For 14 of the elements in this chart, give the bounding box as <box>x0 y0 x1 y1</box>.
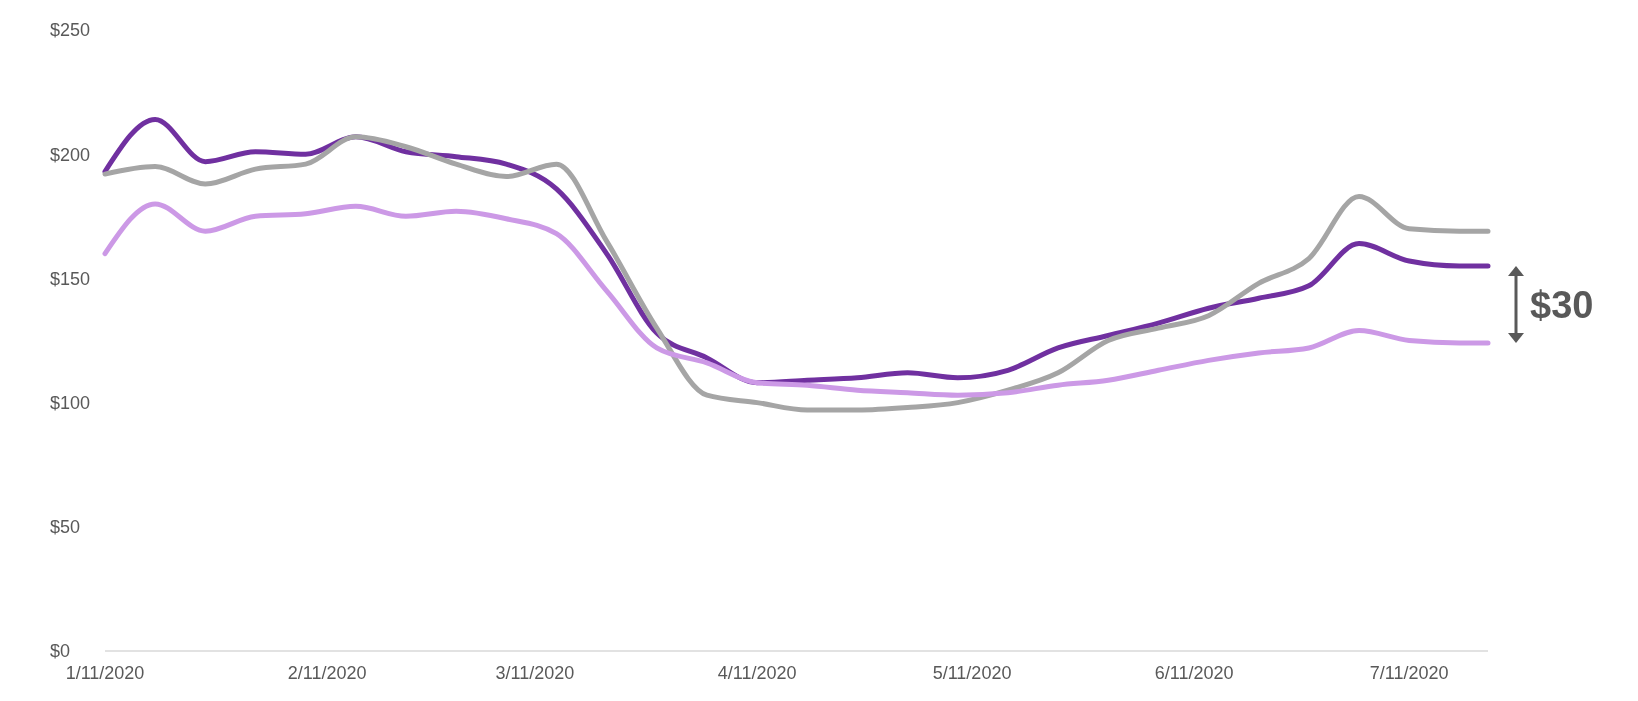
y-tick-label: $50 <box>50 517 81 538</box>
y-tick-label: $0 <box>50 641 71 662</box>
x-tick-label: 6/11/2020 <box>1154 663 1234 683</box>
x-tick-label: 2/11/2020 <box>287 663 367 683</box>
y-tick-label: $200 <box>50 144 91 165</box>
y-tick-label: $250 <box>50 20 91 41</box>
y-tick-label: $150 <box>50 268 91 289</box>
text: $30 <box>1530 283 1594 326</box>
x-tick-label: 5/11/2020 <box>932 663 1012 683</box>
x-tick-label: 4/11/2020 <box>717 663 797 683</box>
x-tick-label: 7/11/2020 <box>1369 663 1449 683</box>
x-tick-label: 3/11/2020 <box>495 663 575 683</box>
y-tick-label: $100 <box>50 392 91 413</box>
x-tick-label: 1/11/2020 <box>65 663 145 683</box>
